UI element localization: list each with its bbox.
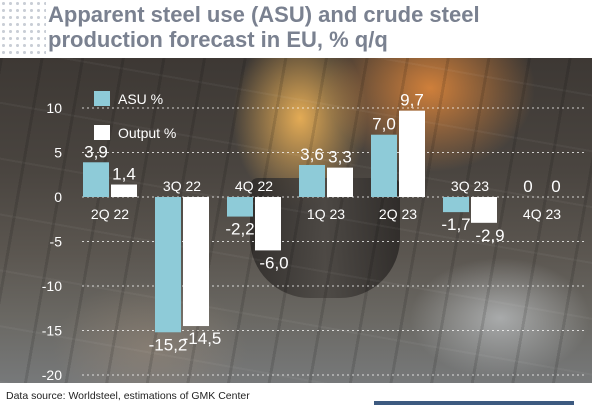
asu-bar (299, 164, 325, 197)
asu-value-label: 0 (523, 177, 532, 196)
output-value-label: -6,0 (259, 253, 288, 272)
bars (83, 110, 497, 333)
asu-value-label: 3,6 (300, 145, 324, 164)
output-value-label: -14,5 (183, 329, 222, 348)
output-value-label: 1,4 (112, 165, 136, 184)
y-tick-label: -10 (42, 278, 62, 294)
output-value-label: 9,7 (400, 91, 424, 110)
asu-value-label: 7,0 (372, 115, 396, 134)
y-tick-label: 0 (54, 189, 62, 205)
legend-asu-swatch (94, 91, 110, 106)
output-value-label: -2,9 (475, 226, 504, 245)
legend-asu-label: ASU % (118, 91, 163, 107)
category-label: 2Q 23 (379, 206, 417, 222)
category-label: 1Q 23 (307, 206, 345, 222)
asu-bar (83, 162, 109, 197)
y-tick-label: -20 (42, 367, 62, 383)
legend-output-label: Output % (118, 125, 176, 141)
y-tick-label: -15 (42, 323, 62, 339)
category-labels: 2Q 22 3Q 22 4Q 22 1Q 23 2Q 23 3Q 23 4Q 23 (91, 178, 561, 222)
asu-bar (371, 134, 397, 197)
output-bar (399, 110, 425, 197)
data-source-note: Data source: Worldsteel, estimations of … (6, 390, 250, 402)
output-bar (471, 197, 497, 223)
asu-value-label: -15,2 (149, 335, 188, 354)
output-bar (327, 167, 353, 197)
dot-pattern-decoration (0, 0, 46, 56)
steel-mill-background-image (0, 58, 592, 383)
legend: ASU % Output % (94, 91, 176, 141)
data-labels: 3,91,4 -15,2-14,5 -2,2 -6,0 3,6 3,3 7,09,7 -1,7… (84, 91, 561, 355)
y-tick-label: 5 (54, 145, 62, 161)
category-label: 3Q 23 (451, 178, 489, 194)
category-label: 4Q 23 (523, 206, 561, 222)
asu-value-label: -2,2 (225, 220, 254, 239)
legend-output-swatch (94, 125, 110, 140)
asu-bar (227, 197, 253, 217)
output-value-label: 0 (551, 177, 560, 196)
category-label: 4Q 22 (235, 178, 273, 194)
asu-value-label: 3,9 (84, 142, 108, 161)
accent-line (374, 401, 574, 405)
output-bar (255, 197, 281, 251)
category-label: 3Q 22 (163, 178, 201, 194)
y-tick-label: 10 (46, 100, 62, 116)
y-axis-tick-labels: 10 5 0 -5 -10 -15 -20 (42, 100, 62, 383)
y-tick-label: -5 (50, 234, 63, 250)
asu-bar (443, 197, 469, 213)
output-bar (183, 197, 209, 327)
output-value-label: 3,3 (328, 148, 352, 167)
category-label: 2Q 22 (91, 206, 129, 222)
output-bar (111, 184, 137, 197)
asu-bar (155, 197, 181, 333)
asu-value-label: -1,7 (441, 215, 470, 234)
chart-title: Apparent steel use (ASU) and crude steel… (48, 2, 480, 52)
